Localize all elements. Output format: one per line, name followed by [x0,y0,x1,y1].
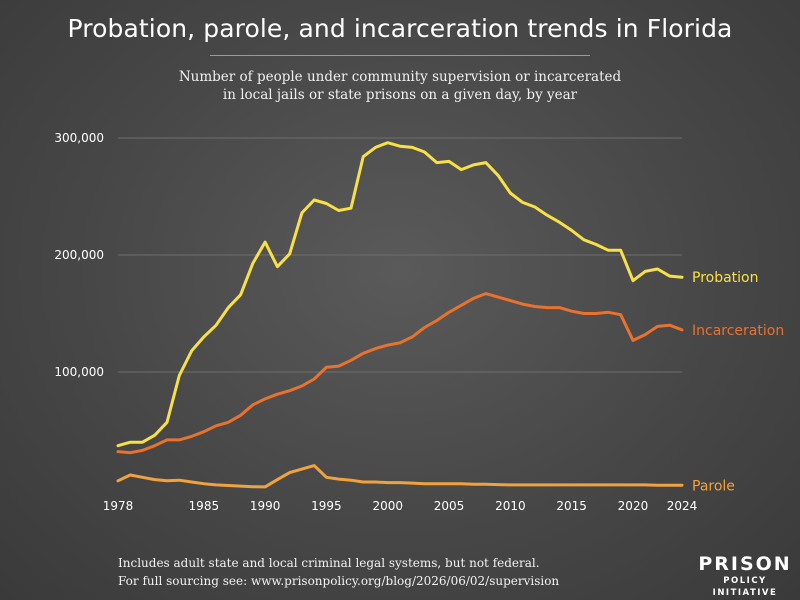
series-line-incarceration [116,292,684,455]
x-tick-label: 2000 [372,499,403,513]
x-tick-label: 2010 [495,499,526,513]
subtitle-line-2: in local jails or state prisons on a giv… [222,87,578,103]
footer-line-2: For full sourcing see: www.prisonpolicy.… [118,574,560,588]
y-tick-label: 200,000 [54,248,104,262]
footer-line-1: Includes adult state and local criminal … [118,556,540,570]
x-tick-label: 1978 [103,499,134,513]
series-label-parole: Parole [692,478,735,494]
series-line-parole [116,464,684,489]
footer-notes: Includes adult state and local criminal … [118,554,559,590]
x-tick-label: 2024 [667,499,698,513]
x-tick-label: 2015 [556,499,587,513]
x-tick-label: 2005 [434,499,465,513]
chart-subtitle: Number of people under community supervi… [0,68,800,104]
series-line-probation [116,141,684,448]
logo-line-1: PRISON [698,553,792,575]
subtitle-line-1: Number of people under community supervi… [178,69,622,85]
x-tick-label: 1995 [311,499,342,513]
x-tick-label: 1990 [250,499,281,513]
x-tick-label: 1985 [189,499,220,513]
title-divider [210,55,590,56]
logo-line-2: POLICY INITIATIVE [712,576,778,598]
prison-policy-initiative-logo: PRISON POLICY INITIATIVE [697,553,793,599]
y-tick-label: 100,000 [54,365,104,379]
chart-title: Probation, parole, and incarceration tre… [67,14,733,43]
x-tick-label: 2020 [618,499,649,513]
series-label-incarceration: Incarceration [692,323,784,339]
y-tick-label: 300,000 [54,131,104,145]
series-label-probation: Probation [692,270,759,286]
